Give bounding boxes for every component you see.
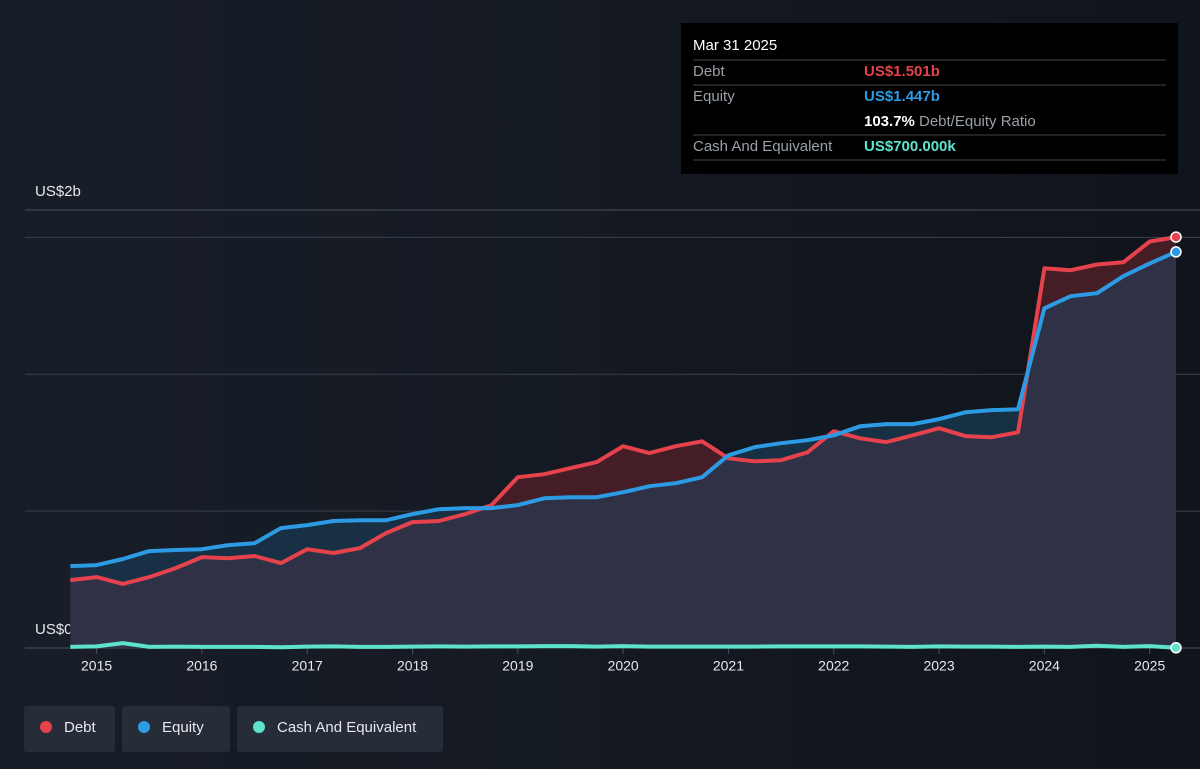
y-tick-label: US$2b: [35, 183, 81, 200]
legend-swatch: [253, 721, 265, 733]
x-tick-label: 2022: [818, 658, 849, 674]
y-tick-label: US$0: [35, 621, 73, 638]
tooltip-label: Debt: [693, 63, 726, 80]
x-tick-label: 2015: [81, 658, 112, 674]
end-point: [1170, 246, 1182, 258]
legend-label: Equity: [162, 719, 204, 736]
legend-button[interactable]: [24, 706, 115, 752]
tooltip-value: US$1.447b: [864, 88, 940, 105]
x-tick-label: 2025: [1134, 658, 1165, 674]
x-tick-label: 2020: [608, 658, 639, 674]
legend-swatch: [40, 721, 52, 733]
end-point: [1170, 231, 1182, 243]
tooltip-label: Cash And Equivalent: [693, 138, 833, 155]
x-tick-label: 2023: [923, 658, 954, 674]
legend-label: Debt: [64, 719, 97, 736]
legend-item[interactable]: Debt: [24, 706, 115, 752]
x-tick-label: 2017: [292, 658, 323, 674]
x-tick-label: 2018: [397, 658, 428, 674]
tooltip-ratio-label: Debt/Equity Ratio: [919, 113, 1036, 130]
legend-label: Cash And Equivalent: [277, 719, 417, 736]
x-tick-label: 2021: [713, 658, 744, 674]
plot-area: US$0 US$2b 2015 2016 2017 2018 2019 2020 2021 202…: [25, 183, 1200, 674]
legend: Debt Equity Cash And Equivalent: [24, 706, 443, 752]
x-tick-label: 2019: [502, 658, 533, 674]
legend-item[interactable]: Cash And Equivalent: [237, 706, 443, 752]
tooltip-ratio: 103.7%: [864, 113, 915, 130]
tooltip-value: US$700.000k: [864, 138, 956, 155]
end-point: [1170, 642, 1182, 654]
tooltip-date: Mar 31 2025: [693, 37, 777, 54]
legend-button[interactable]: [237, 706, 443, 752]
series-line: [70, 250, 1177, 569]
legend-button[interactable]: [122, 706, 230, 752]
tooltip-value: US$1.501b: [864, 63, 940, 80]
legend-swatch: [138, 721, 150, 733]
tooltip-label: Equity: [693, 88, 735, 105]
series-line: [70, 235, 1177, 586]
tooltip: Mar 31 2025 Debt US$1.501b Equity US$1.4…: [681, 23, 1178, 174]
tooltip-box: [681, 23, 1178, 174]
series-line: [70, 641, 1177, 650]
x-tick-label: 2016: [186, 658, 217, 674]
x-tick-label: 2024: [1029, 658, 1060, 674]
legend-item[interactable]: Equity: [122, 706, 230, 752]
